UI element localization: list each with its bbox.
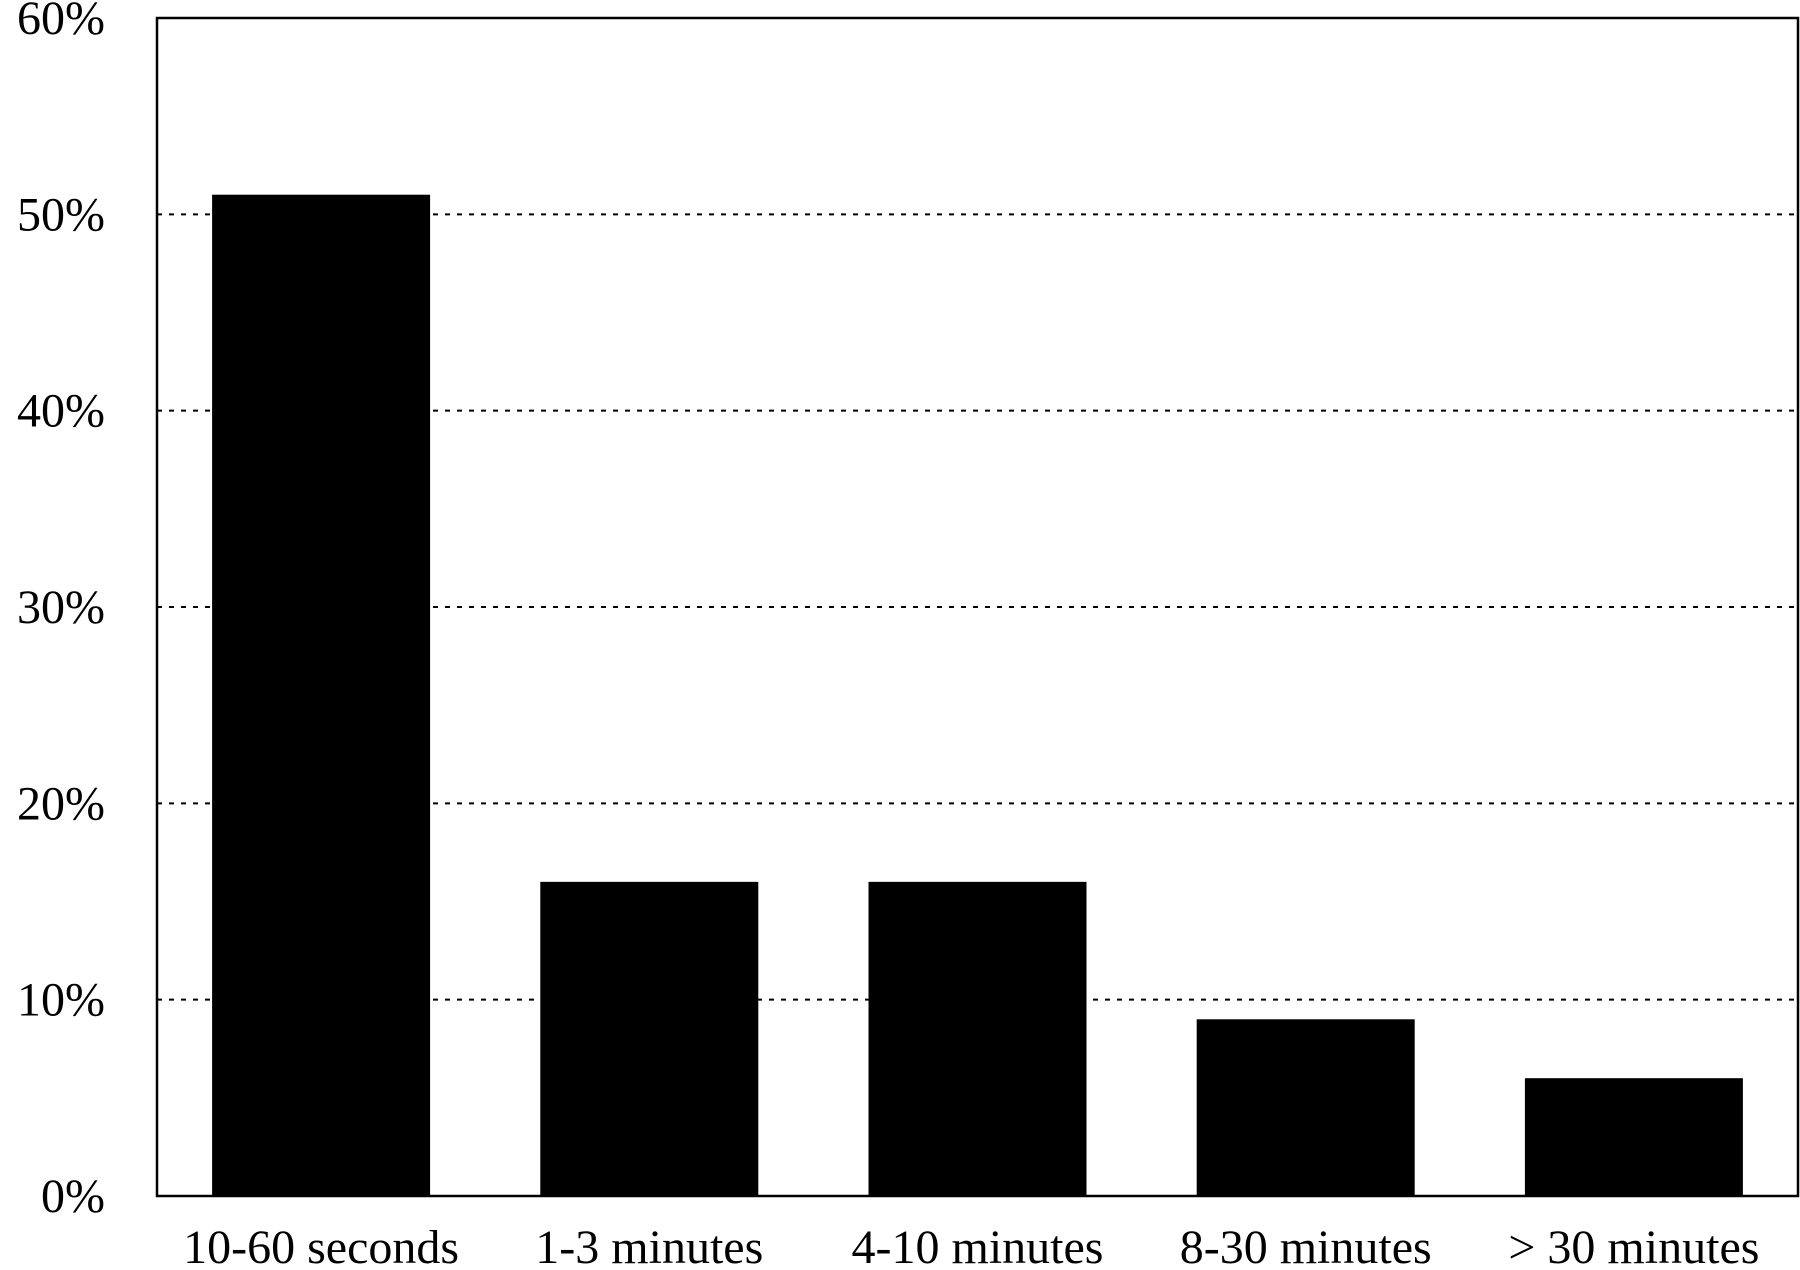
x-axis-category-labels: 10-60 seconds 1-3 minutes 4-10 minutes 8-30… [183, 1221, 1759, 1270]
x-category-label: > 30 minutes [1508, 1221, 1759, 1270]
bar [540, 881, 759, 1196]
bar [212, 194, 431, 1196]
y-tick-label: 30% [17, 581, 105, 634]
y-tick-label: 40% [17, 385, 105, 438]
x-category-label: 8-30 minutes [1180, 1221, 1432, 1270]
y-tick-label: 0% [41, 1170, 105, 1223]
y-tick-label: 60% [17, 0, 105, 45]
bar [1196, 1019, 1415, 1196]
plot-frame [155, 16, 1800, 1198]
x-category-label: 4-10 minutes [852, 1221, 1104, 1270]
x-category-label: 1-3 minutes [535, 1221, 763, 1270]
y-tick-label: 10% [17, 974, 105, 1027]
y-tick-label: 20% [17, 777, 105, 830]
bar [868, 881, 1087, 1196]
x-category-label: 10-60 seconds [183, 1221, 459, 1270]
y-tick-label: 50% [17, 188, 105, 241]
bar [1524, 1078, 1743, 1196]
y-axis-tick-labels: 0% 10% 20% 30% 40% 50% 60% [17, 0, 105, 1223]
bars [212, 194, 1743, 1196]
